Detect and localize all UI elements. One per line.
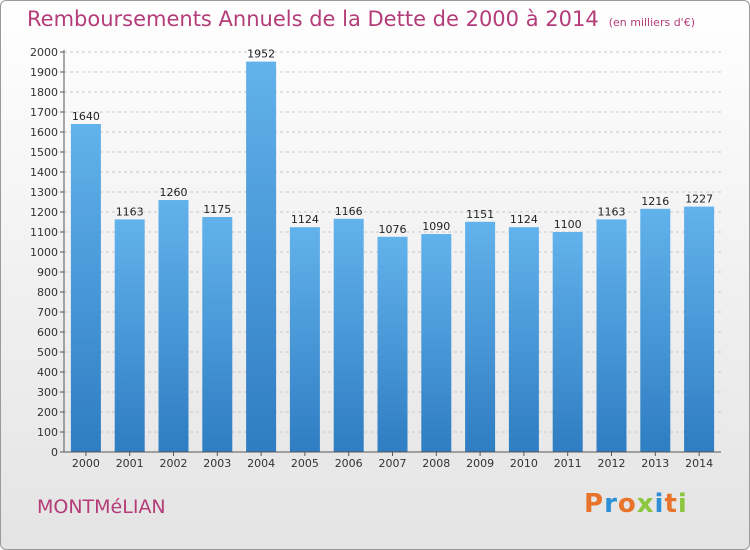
logo-letter: t (664, 489, 678, 519)
value-label-2005: 1124 (291, 213, 319, 226)
y-tick-label: 900 (37, 266, 58, 279)
bar-chart: 0 100 200 300 400 500 600 700 800 900 1000 1100 1200… (30, 46, 721, 470)
logo-letter: x (636, 489, 655, 519)
x-tick-label-2000: 2000 (72, 457, 100, 470)
x-tick-label-2013: 2013 (641, 457, 669, 470)
bar-2000 (70, 124, 101, 452)
bar-2011 (552, 232, 583, 452)
y-tick-label: 1700 (30, 106, 58, 119)
logo-letter: P (584, 489, 605, 519)
x-tick-label-2008: 2008 (422, 457, 450, 470)
bar-2007 (377, 236, 408, 452)
y-tick-label: 1400 (30, 166, 58, 179)
bar-2009 (465, 221, 496, 452)
y-tick-label: 100 (37, 426, 58, 439)
proxiti-logo: Proxiti (584, 489, 688, 519)
x-tick-label-2010: 2010 (510, 457, 538, 470)
x-tick-label-2009: 2009 (466, 457, 494, 470)
bar-2013 (640, 208, 671, 452)
y-tick-label: 0 (51, 446, 58, 459)
y-tick-label: 1600 (30, 126, 58, 139)
y-tick-label: 1900 (30, 66, 58, 79)
y-tick-label: 200 (37, 406, 58, 419)
x-tick-label-2014: 2014 (685, 457, 713, 470)
value-label-2003: 1175 (203, 203, 231, 216)
bar-2014 (684, 206, 715, 452)
value-label-2007: 1076 (379, 223, 407, 236)
labels: 0 100 200 300 400 500 600 700 800 900 1000 1100 1200… (30, 46, 713, 470)
y-tick-label: 500 (37, 346, 58, 359)
axes (60, 50, 721, 456)
x-tick-label-2006: 2006 (335, 457, 363, 470)
y-tick-label: 2000 (30, 46, 58, 59)
x-tick-label-2004: 2004 (247, 457, 275, 470)
value-label-2011: 1100 (554, 218, 582, 231)
value-label-2010: 1124 (510, 213, 538, 226)
y-tick-label: 1500 (30, 146, 58, 159)
chart-title-block: Remboursements Annuels de la Dette de 20… (27, 7, 695, 31)
y-tick-label: 1200 (30, 206, 58, 219)
bar-2012 (596, 219, 627, 452)
value-label-2014: 1227 (685, 193, 713, 206)
y-tick-label: 400 (37, 366, 58, 379)
x-tick-label-2011: 2011 (554, 457, 582, 470)
bar-2005 (289, 227, 320, 452)
bar-2008 (421, 234, 452, 452)
bar-2003 (202, 217, 233, 452)
y-tick-label: 300 (37, 386, 58, 399)
x-tick-label-2001: 2001 (116, 457, 144, 470)
value-label-2004: 1952 (247, 48, 275, 61)
y-tick-label: 1800 (30, 86, 58, 99)
bars (70, 61, 715, 452)
y-tick-label: 700 (37, 306, 58, 319)
x-tick-label-2002: 2002 (160, 457, 188, 470)
x-tick-label-2003: 2003 (203, 457, 231, 470)
y-tick-label: 600 (37, 326, 58, 339)
chart-subtitle: (en milliers d'€) (608, 16, 695, 29)
bar-2001 (114, 219, 145, 452)
y-tick-label: 1300 (30, 186, 58, 199)
logo-letter: i (677, 489, 688, 519)
value-label-2012: 1163 (598, 205, 626, 218)
y-tick-label: 800 (37, 286, 58, 299)
value-label-2013: 1216 (641, 195, 669, 208)
y-tick-label: 1000 (30, 246, 58, 259)
value-label-2002: 1260 (160, 186, 188, 199)
value-label-2006: 1166 (335, 205, 363, 218)
bar-2002 (158, 200, 189, 452)
x-tick-label-2007: 2007 (379, 457, 407, 470)
city-name: MONTMéLIAN (37, 496, 166, 518)
value-label-2000: 1640 (72, 110, 100, 123)
bar-2006 (333, 218, 364, 452)
chart-title: Remboursements Annuels de la Dette de 20… (27, 7, 599, 31)
bar-2010 (508, 227, 539, 452)
value-label-2009: 1151 (466, 208, 494, 221)
logo-letter: o (617, 489, 637, 519)
x-tick-label-2005: 2005 (291, 457, 319, 470)
bar-2004 (246, 61, 277, 452)
logo-letter: r (604, 489, 618, 519)
y-tick-label: 1100 (30, 226, 58, 239)
logo-letter: i (654, 489, 665, 519)
value-label-2001: 1163 (116, 205, 144, 218)
x-tick-label-2012: 2012 (598, 457, 626, 470)
value-label-2008: 1090 (422, 220, 450, 233)
